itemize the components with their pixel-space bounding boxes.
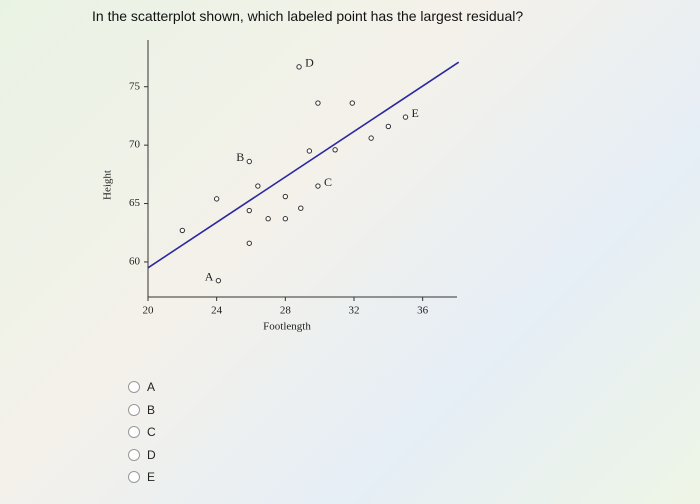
point [265, 216, 271, 222]
radio-button[interactable] [128, 448, 140, 461]
point [282, 193, 289, 200]
option-label[interactable]: B [147, 402, 156, 417]
option-label[interactable]: C [147, 425, 156, 440]
x-axis-label: Footlength [263, 321, 311, 333]
option[interactable]: A [128, 376, 156, 399]
x-tick-label: 24 [211, 305, 223, 317]
option-label[interactable]: A [147, 380, 156, 395]
question: In the scatterplot shown, which labeled … [92, 8, 524, 24]
radio-button[interactable] [128, 403, 140, 416]
x-tick-label: 28 [280, 305, 292, 317]
point-label: A [205, 269, 214, 283]
option-label[interactable]: E [147, 470, 156, 485]
x-tick-label: 32 [349, 305, 360, 317]
radio-button[interactable] [128, 381, 140, 394]
chart: Footlength Height 20 24 28 32 36 60 65 70 75 D E B C… [102, 40, 460, 333]
point [349, 100, 355, 106]
x-tick-label: 36 [417, 305, 429, 317]
x-tick-label: 20 [143, 305, 155, 317]
option[interactable]: C [128, 421, 156, 444]
option-label[interactable]: D [147, 447, 156, 462]
y-tick-label: 65 [129, 197, 141, 209]
point-label: B [236, 150, 244, 164]
option[interactable]: B [128, 399, 156, 422]
point [296, 64, 302, 70]
point-label: E [412, 106, 419, 120]
radio-button[interactable] [128, 471, 140, 484]
point [385, 123, 392, 130]
radio-button[interactable] [128, 426, 140, 439]
point [246, 207, 252, 214]
point-label: D [305, 56, 314, 70]
y-tick-label: 60 [129, 255, 141, 267]
point [246, 240, 252, 246]
y-tick-label: 70 [129, 139, 141, 151]
point [213, 196, 220, 202]
point [306, 148, 313, 154]
point [332, 147, 338, 153]
point [315, 183, 321, 189]
point [255, 183, 261, 189]
y-axis-label: Height [102, 170, 114, 200]
y-tick-label: 75 [129, 80, 141, 92]
point [179, 227, 186, 234]
point [282, 216, 289, 222]
point [246, 158, 252, 165]
point [215, 277, 222, 284]
option[interactable]: E [128, 466, 156, 489]
option[interactable]: D [128, 444, 156, 467]
point [298, 205, 304, 211]
fit-line [147, 61, 460, 269]
point [402, 114, 409, 120]
point-label: C [324, 175, 332, 189]
point [315, 100, 321, 106]
point [368, 135, 374, 141]
